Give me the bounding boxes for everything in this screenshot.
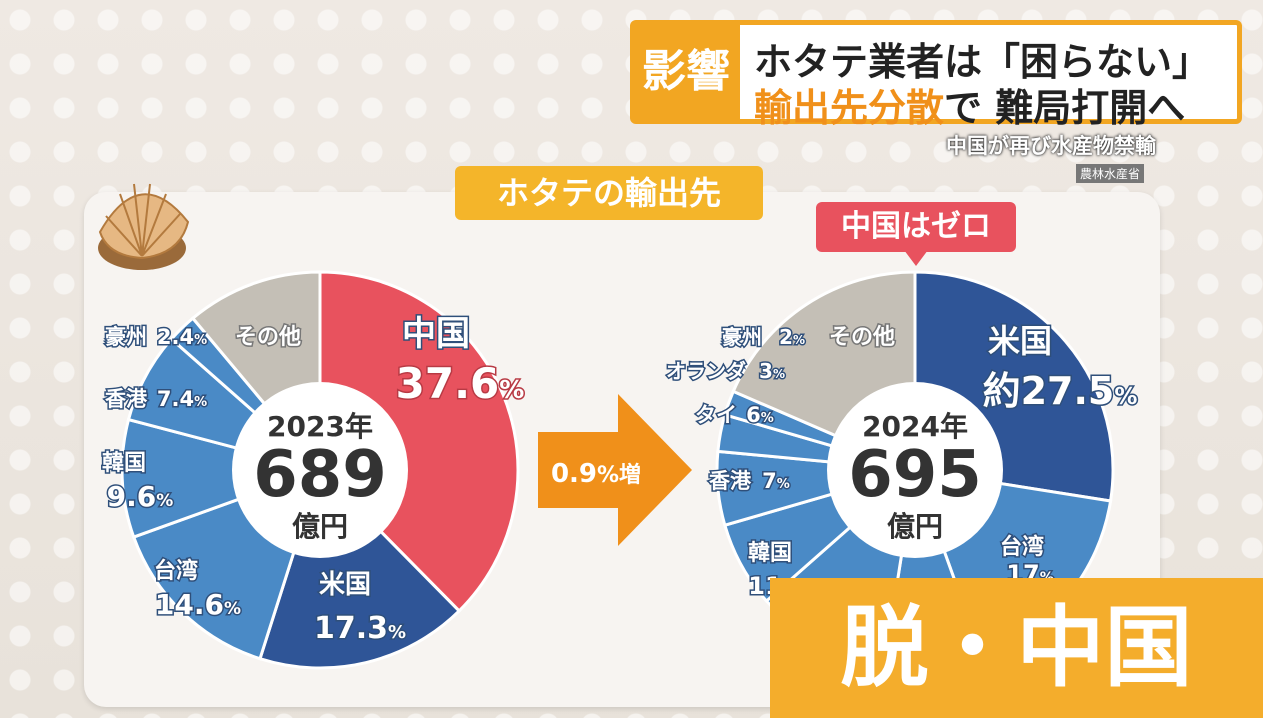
scallop-icon xyxy=(98,183,190,270)
slice-label-タイ: タイ xyxy=(695,403,737,427)
callout-china-zero: 中国はゼロ xyxy=(816,202,1016,252)
slice-value-豪州: 2.4% xyxy=(157,325,207,349)
slice-value-中国: 37.6% xyxy=(396,359,525,408)
slice-value-韓国: 9.6% xyxy=(107,480,174,513)
slice-value-number: 2.4 xyxy=(157,325,194,349)
callout-pointer xyxy=(904,250,928,266)
headline-line2-a: 輸出先分散 xyxy=(754,86,945,130)
percent-sign: % xyxy=(499,375,524,404)
slice-label-豪州: 豪州 xyxy=(722,325,762,349)
slice-value-number: 2 xyxy=(779,325,793,349)
headline-line2: 輸出先分散で 難局打開へ xyxy=(754,77,1185,132)
pie-center xyxy=(232,382,408,558)
arrow-shape xyxy=(538,394,692,546)
center-year: 2024年 xyxy=(862,410,968,443)
slice-value-香港: 7.4% xyxy=(157,387,207,411)
slice-value-タイ: 6% xyxy=(746,403,774,427)
center-unit: 億円 xyxy=(887,510,943,543)
slice-label-豪州: 豪州 xyxy=(105,325,147,349)
slice-label-その他: その他 xyxy=(829,325,895,350)
center-value: 689 xyxy=(253,438,387,512)
slice-value-number: 7.4 xyxy=(157,387,194,411)
headline-block: 影響 ホタテ業者は「困らない」 輸出先分散で 難局打開へ xyxy=(630,20,1242,130)
arrow-label: 0.9%増 xyxy=(551,459,641,489)
slice-value-香港: 7% xyxy=(762,469,790,493)
center-year: 2023年 xyxy=(267,410,373,443)
slice-value-豪州: 2% xyxy=(779,325,805,349)
slice-value-米国: 約27.5% xyxy=(983,369,1138,413)
slice-label-米国: 米国 xyxy=(319,570,371,600)
percent-sign: % xyxy=(793,333,805,347)
slice-value-number: 7 xyxy=(762,469,777,493)
percent-sign: % xyxy=(156,491,173,511)
slice-label-韓国: 韓国 xyxy=(748,540,792,566)
percent-sign: % xyxy=(1114,384,1137,410)
slice-value-number: 9.6 xyxy=(107,480,157,513)
slice-label-中国: 中国 xyxy=(402,314,470,354)
slice-label-韓国: 韓国 xyxy=(102,450,146,476)
growth-arrow: 0.9%増 xyxy=(538,394,692,546)
slice-value-number: 14.6 xyxy=(155,588,224,621)
headline-line1: ホタテ業者は「困らない」 xyxy=(754,31,1210,86)
percent-sign: % xyxy=(194,395,207,410)
slice-value-number: 37.6 xyxy=(396,359,500,408)
subnote: 中国が再び水産物禁輸 xyxy=(946,134,1156,158)
pie-slice-中国 xyxy=(318,270,520,614)
banner-datsu-china: 脱・中国 xyxy=(770,578,1263,718)
slice-label-香港: 香港 xyxy=(709,469,752,493)
pie-chart-2024年: 2024年695億円米国約27.5%台湾17%韓国11%香港7%タイ6%オランダ… xyxy=(665,270,1139,670)
slice-label-台湾: 台湾 xyxy=(154,558,198,584)
center-unit: 億円 xyxy=(292,510,348,543)
slice-label-オランダ: オランダ xyxy=(666,359,746,383)
headline-box: ホタテ業者は「困らない」 輸出先分散で 難局打開へ xyxy=(740,20,1242,130)
center-value: 695 xyxy=(848,438,982,512)
slice-label-その他: その他 xyxy=(235,325,301,350)
headline-line1-b: 「困らない」 xyxy=(982,40,1211,84)
headline-line1-a: ホタテ業者は xyxy=(754,40,983,84)
percent-sign: % xyxy=(773,367,785,381)
slice-value-米国: 17.3% xyxy=(314,611,406,646)
slice-label-米国: 米国 xyxy=(988,322,1052,360)
headline-line2-b: で 難局打開へ xyxy=(944,86,1186,130)
percent-sign: % xyxy=(388,622,406,643)
slice-label-台湾: 台湾 xyxy=(1000,534,1044,560)
percent-sign: % xyxy=(194,333,207,348)
slice-value-number: 3 xyxy=(759,359,773,383)
chart-title: ホタテの輸出先 xyxy=(455,166,763,220)
source-label: 農林水産省 xyxy=(1076,164,1145,183)
arrow-label-num: 0.9 xyxy=(551,459,597,489)
slice-label-香港: 香港 xyxy=(105,387,148,411)
slice-value-number: 6 xyxy=(746,403,761,427)
pie-center xyxy=(827,382,1003,558)
percent-sign: % xyxy=(777,477,790,492)
percent-sign: % xyxy=(761,411,774,426)
arrow-label-unit: %増 xyxy=(597,462,641,488)
pie-slice-韓国 xyxy=(120,417,326,539)
slice-value-台湾: 14.6% xyxy=(155,588,241,621)
headline-tag: 影響 xyxy=(630,20,742,124)
slice-value-オランダ: 3% xyxy=(759,359,785,383)
slice-value-number: 17.3 xyxy=(314,611,388,646)
percent-sign: % xyxy=(224,599,241,619)
slice-value-number: 約27.5 xyxy=(983,369,1115,413)
